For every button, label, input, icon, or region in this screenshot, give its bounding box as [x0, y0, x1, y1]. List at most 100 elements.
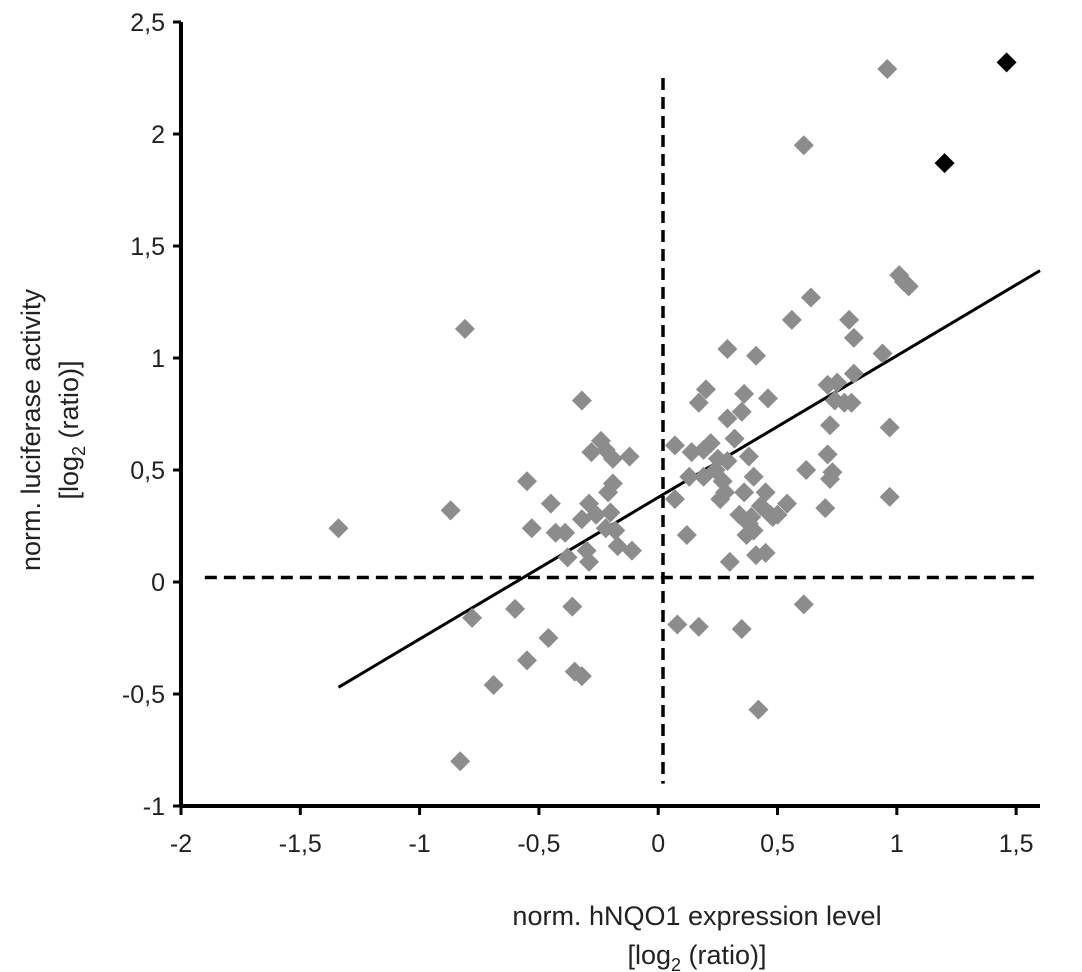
data-point-grey [898, 276, 919, 297]
data-point-grey [619, 446, 640, 467]
data-point-grey [741, 507, 762, 528]
data-point-grey [734, 383, 755, 404]
data-point-grey [555, 522, 576, 543]
data-point-grey [755, 542, 776, 563]
data-point-grey [817, 444, 838, 465]
data-point-grey [483, 675, 504, 696]
data-point-grey [877, 59, 898, 80]
data-point-grey [602, 448, 623, 469]
data-point-grey [688, 616, 709, 637]
x-tick-label: -2 [170, 830, 192, 858]
data-point-grey [667, 614, 688, 635]
data-point-grey [562, 596, 583, 617]
data-point-grey [602, 473, 623, 494]
data-point-grey [717, 408, 738, 429]
data-point-grey [843, 363, 864, 384]
y-tick-label: 2,5 [130, 9, 165, 37]
data-point-grey [688, 392, 709, 413]
data-point-grey [516, 650, 537, 671]
x-tick-label: 0 [651, 830, 665, 858]
y-tick-label: -1 [143, 793, 165, 821]
data-point-grey [746, 345, 767, 366]
data-point-grey [717, 339, 738, 360]
x-tick-label: 1,5 [999, 830, 1034, 858]
data-point-grey [724, 428, 745, 449]
data-point-grey [827, 372, 848, 393]
data-point-grey [839, 309, 860, 330]
data-point-grey [328, 518, 349, 539]
data-points [328, 52, 1017, 772]
data-point-grey [664, 489, 685, 510]
data-point-black [996, 52, 1017, 73]
y-axis-title-subscript: 2 [69, 446, 89, 456]
data-point-grey [538, 628, 559, 648]
data-point-grey [557, 547, 578, 568]
data-point-grey [731, 401, 752, 422]
data-point-grey [820, 415, 841, 436]
data-point-grey [600, 502, 621, 523]
y-tick-label: -0,5 [122, 681, 165, 709]
data-point-grey [521, 518, 542, 539]
data-point-grey [781, 309, 802, 330]
data-point-grey [516, 471, 537, 492]
y-tick-label: 1,5 [130, 233, 165, 261]
reference-lines [204, 78, 1041, 784]
data-point-grey [755, 482, 776, 503]
x-tick-label: -0,5 [517, 830, 560, 858]
x-axis-title-line1: norm. hNQO1 expression level [512, 901, 881, 931]
data-point-grey [767, 504, 788, 525]
x-axis-title-line2: [log2 (ratio)] [627, 940, 766, 972]
x-axis-title-subscript: 2 [671, 955, 681, 972]
data-point-grey [581, 442, 602, 463]
data-point-grey [571, 666, 592, 687]
data-point-grey [700, 433, 721, 454]
data-point-grey [719, 551, 740, 572]
x-tick-label: -1 [408, 830, 430, 858]
data-point-grey [841, 392, 862, 413]
y-tick-label: 1 [151, 345, 165, 373]
x-tick-label: -1,5 [279, 830, 322, 858]
data-point-grey [800, 287, 821, 308]
y-tick-label: 2 [151, 121, 165, 149]
data-point-grey [734, 482, 755, 503]
data-point-grey [462, 607, 483, 628]
data-point-grey [440, 500, 461, 521]
data-point-grey [879, 417, 900, 438]
data-point-grey [748, 699, 769, 720]
data-point-black [934, 153, 955, 174]
x-tick-label: 0,5 [760, 830, 795, 858]
data-point-grey [664, 435, 685, 456]
data-point-grey [505, 598, 526, 619]
data-point-grey [738, 446, 759, 467]
data-point-grey [540, 493, 561, 514]
y-axis-title-line2: [log2 (ratio)] [54, 360, 89, 499]
data-point-grey [450, 751, 471, 772]
data-point-grey [843, 327, 864, 348]
data-point-grey [777, 493, 798, 514]
data-point-grey [822, 462, 843, 483]
data-point-grey [579, 551, 600, 572]
x-tick-label: 1 [890, 830, 904, 858]
data-point-grey [679, 466, 700, 487]
data-point-grey [872, 343, 893, 364]
data-point-grey [571, 390, 592, 411]
data-point-grey [815, 498, 836, 519]
data-point-grey [717, 451, 738, 472]
data-point-grey [676, 524, 697, 545]
data-point-grey [621, 540, 642, 561]
data-point-grey [793, 594, 814, 615]
data-point-grey [715, 482, 736, 503]
data-point-grey [796, 460, 817, 480]
data-point-grey [743, 520, 764, 541]
data-point-grey [586, 504, 607, 525]
y-axis-title-line1: norm. luciferase activity [16, 288, 46, 571]
data-point-grey [695, 379, 716, 400]
data-point-grey [793, 135, 814, 156]
data-point-grey [879, 486, 900, 507]
axes [173, 20, 1040, 815]
data-point-grey [605, 520, 626, 541]
tick-labels: -1 -0,5 0 0,5 1 1,5 2 2,5 -2 -1,5 -1 -0,5 0 0,5 1 1,5 [122, 9, 1034, 858]
y-tick-label: 0 [151, 569, 165, 597]
data-point-grey [454, 318, 475, 339]
